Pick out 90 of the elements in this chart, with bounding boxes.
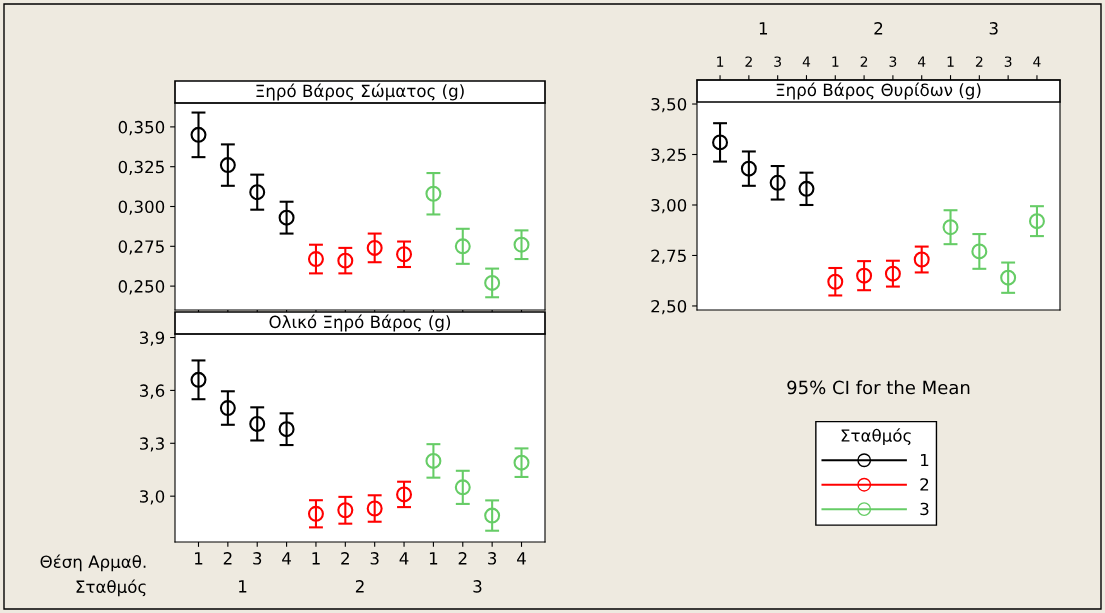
- point: [425, 452, 442, 469]
- y-tick-label: 3,6: [140, 384, 165, 399]
- x-tick-label: 2: [745, 56, 752, 67]
- y-tick-label: 2,75: [651, 249, 686, 264]
- text: 2: [874, 22, 883, 35]
- x-tick-label: 1: [429, 552, 438, 565]
- point: [190, 371, 207, 388]
- point: [396, 246, 413, 263]
- chart-title: Ξηρό Βάρος Θυρίδων (g): [776, 82, 981, 100]
- point: [942, 219, 959, 236]
- x-tick-label: 3: [253, 552, 262, 565]
- category-label: 2: [355, 580, 364, 593]
- x-axis-title: Θέση Αρμαθ.: [40, 554, 146, 572]
- point: [856, 267, 873, 284]
- point: [454, 479, 471, 496]
- y-tick-label: 3,50: [651, 97, 687, 113]
- x-tick-label: 1: [832, 56, 839, 67]
- point: [484, 274, 501, 291]
- x-tick-label: 2: [860, 56, 868, 67]
- point: [366, 500, 383, 517]
- y-tick-label: 0,250: [118, 280, 165, 295]
- y-tick-label: 3,25: [651, 148, 686, 163]
- point: [712, 134, 729, 151]
- x-tick-label: 2: [458, 552, 467, 565]
- x-tick-label: 1: [312, 552, 320, 565]
- category-label: 3: [473, 580, 482, 593]
- point: [249, 184, 266, 201]
- point: [1000, 269, 1017, 286]
- point: [740, 160, 757, 177]
- x-tick-label: 4: [917, 56, 926, 67]
- y-tick-label: 0,300: [118, 200, 165, 215]
- y-tick-label: 0,275: [118, 240, 164, 255]
- point: [337, 252, 354, 269]
- text: 3: [989, 22, 998, 35]
- point: [827, 273, 844, 290]
- x-tick-label: 2: [975, 56, 983, 67]
- chart-title: Ξηρό Βάρος Σώματος (g): [256, 83, 464, 101]
- point: [366, 239, 383, 256]
- point: [249, 415, 266, 432]
- category-label: 1: [239, 580, 247, 593]
- y-tick-label: 0,350: [118, 120, 165, 136]
- point: [190, 126, 207, 143]
- x-tick-label: 3: [488, 552, 497, 565]
- legend-label: 1: [921, 453, 929, 467]
- y-tick-label: 3,00: [651, 198, 687, 214]
- point: [798, 180, 815, 197]
- point: [769, 174, 786, 191]
- point: [454, 238, 471, 255]
- x-tick-label: 1: [947, 56, 954, 67]
- point: [971, 243, 988, 260]
- point: [307, 505, 324, 522]
- point: [884, 265, 901, 282]
- x-tick-label: 3: [774, 56, 781, 67]
- x-tick-label: 3: [1004, 56, 1012, 67]
- x-tick-label: 3: [370, 552, 379, 565]
- x-tick-label: 4: [399, 552, 409, 565]
- x-tick-label: 1: [195, 552, 203, 565]
- x-tick-label: 1: [717, 56, 724, 67]
- point: [513, 454, 530, 471]
- point: [1028, 213, 1045, 230]
- legend-title: Σταθμός: [841, 428, 911, 446]
- y-tick-label: 2,50: [651, 299, 687, 315]
- chart-title: Ολικό Ξηρό Βάρος (g): [269, 314, 451, 332]
- text: 1: [759, 22, 768, 35]
- point: [425, 185, 442, 202]
- x-tick-label: 4: [1033, 56, 1041, 67]
- x-tick-label: 4: [802, 56, 811, 67]
- x-tick-label: 2: [223, 552, 232, 565]
- text: 95% CI for the Mean: [787, 380, 970, 395]
- y-tick-label: 3,3: [140, 437, 164, 452]
- point: [219, 400, 236, 417]
- y-tick-label: 3,0: [140, 490, 165, 505]
- y-tick-label: 0,325: [118, 160, 164, 175]
- text: Σταθμός: [76, 579, 146, 597]
- point: [219, 157, 236, 174]
- x-tick-label: 2: [341, 552, 349, 565]
- x-tick-label: 4: [282, 552, 291, 565]
- point: [278, 421, 295, 438]
- point: [913, 251, 930, 268]
- x-tick-label: 3: [889, 56, 897, 67]
- point: [307, 251, 324, 268]
- point: [513, 236, 530, 253]
- legend-label: 3: [920, 502, 929, 516]
- legend-label: 2: [920, 478, 929, 491]
- point: [337, 502, 354, 519]
- x-tick-label: 4: [517, 552, 526, 565]
- point: [278, 209, 295, 226]
- point: [484, 507, 501, 524]
- y-tick-label: 3,9: [140, 331, 165, 346]
- point: [396, 486, 413, 503]
